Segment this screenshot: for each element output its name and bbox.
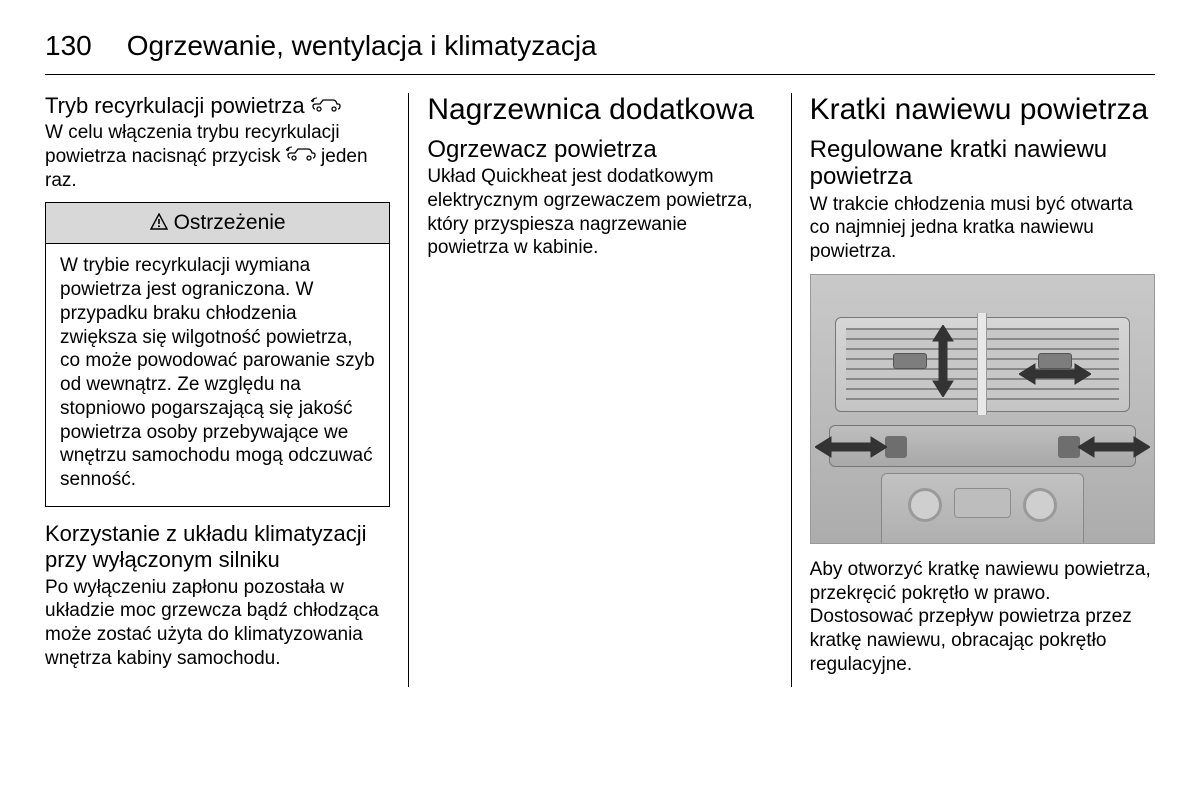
column-1: Tryb recyrkulacji powietrza W celu włącz…	[45, 93, 408, 687]
vent-tab-left	[893, 353, 927, 369]
column-2: Nagrzewnica dodatkowa Ogrzewacz powietrz…	[408, 93, 790, 687]
col1-p2: Po wyłączeniu zapłonu pozostała w układz…	[45, 576, 390, 671]
col1-heading-engine-off: Korzystanie z układu klimatyzacji przy w…	[45, 521, 390, 574]
col2-heading-sub: Ogrzewacz powietrza	[427, 136, 772, 164]
col2-p1: Układ Quickheat jest dodatkowym elektryc…	[427, 165, 772, 260]
column-3: Kratki nawiewu powietrza Regulowane krat…	[791, 93, 1155, 687]
warning-icon	[150, 211, 174, 234]
arrow-horizontal-upper-icon	[1019, 360, 1091, 388]
warning-body: W trybie recyrkulacji wymiana powietrza …	[46, 244, 389, 506]
arrow-horizontal-right-icon	[1078, 433, 1150, 461]
panel-button-right	[1058, 436, 1080, 458]
col2-heading-main: Nagrzewnica dodatkowa	[427, 93, 772, 128]
air-vent-figure	[810, 274, 1155, 544]
col3-p2: Aby otworzyć kratkę nawiewu powietrza, p…	[810, 558, 1155, 677]
warning-header: Ostrzeżenie	[46, 203, 389, 244]
col3-p1: W trakcie chłodzenia musi być otwarta co…	[810, 193, 1155, 264]
lower-console	[881, 473, 1084, 543]
page-header: 130 Ogrzewanie, wentylacja i klimatyzacj…	[45, 30, 1155, 62]
col1-heading-recirc: Tryb recyrkulacji powietrza	[45, 93, 390, 119]
heading-text: Tryb recyrkulacji powietrza	[45, 93, 305, 118]
console-knob-left	[908, 488, 942, 522]
col3-heading-main: Kratki nawiewu powietrza	[810, 93, 1155, 128]
vent-center-divider	[977, 313, 987, 415]
warning-title: Ostrzeżenie	[174, 211, 286, 234]
console-slot	[954, 488, 1011, 518]
panel-button-left	[885, 436, 907, 458]
recirc-car-icon-inline	[286, 145, 316, 168]
chapter-title: Ogrzewanie, wentylacja i klimatyzacja	[127, 30, 597, 62]
warning-box: Ostrzeżenie W trybie recyrkulacji wymian…	[45, 202, 390, 507]
page-number: 130	[45, 30, 92, 62]
recirc-car-icon	[311, 97, 341, 118]
console-knob-right	[1023, 488, 1057, 522]
col3-heading-sub: Regulowane kratki nawiewu powietrza	[810, 136, 1155, 191]
col1-p1: W celu włączenia trybu recyrkulacji powi…	[45, 121, 390, 192]
content-columns: Tryb recyrkulacji powietrza W celu włącz…	[45, 93, 1155, 687]
header-rule	[45, 74, 1155, 75]
arrow-horizontal-left-icon	[815, 433, 887, 461]
arrow-vertical-icon	[929, 325, 957, 397]
